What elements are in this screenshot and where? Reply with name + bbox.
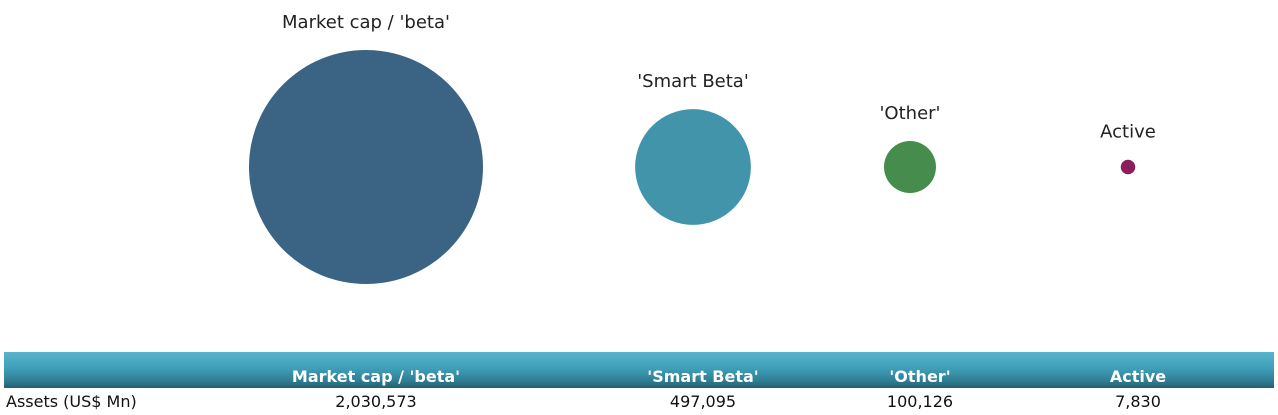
bubble-label-smart-beta: 'Smart Beta' (637, 71, 749, 92)
table-header-active: Active (1109, 367, 1167, 386)
bubble-market-cap (249, 50, 483, 284)
bubble-active (1120, 159, 1136, 175)
row-label: Assets (US$ Mn) (6, 392, 137, 411)
table-header-other: 'Other' (889, 367, 951, 386)
cell-active: 7,830 (1115, 392, 1161, 411)
table-row: Assets (US$ Mn) 2,030,573 497,095 100,12… (4, 388, 1274, 415)
bubble-chart: Market cap / 'beta' 'Smart Beta' 'Other' Ac… (249, 12, 1156, 284)
table-header: Market cap / 'beta' 'Smart Beta' 'Other'… (4, 352, 1274, 388)
bubble-label-market-cap: Market cap / 'beta' (282, 12, 450, 33)
data-table: Market cap / 'beta' 'Smart Beta' 'Other'… (4, 352, 1274, 415)
cell-market-cap: 2,030,573 (335, 392, 417, 411)
bubble-label-other: 'Other' (879, 103, 940, 124)
bubble-smart-beta (635, 109, 751, 225)
bubble-label-active: Active (1100, 122, 1156, 143)
bubble-other (884, 141, 936, 193)
cell-smart-beta: 497,095 (669, 392, 737, 411)
table-header-smart-beta: 'Smart Beta' (647, 367, 759, 386)
cell-other: 100,126 (886, 392, 954, 411)
table-header-market-cap: Market cap / 'beta' (291, 367, 461, 386)
